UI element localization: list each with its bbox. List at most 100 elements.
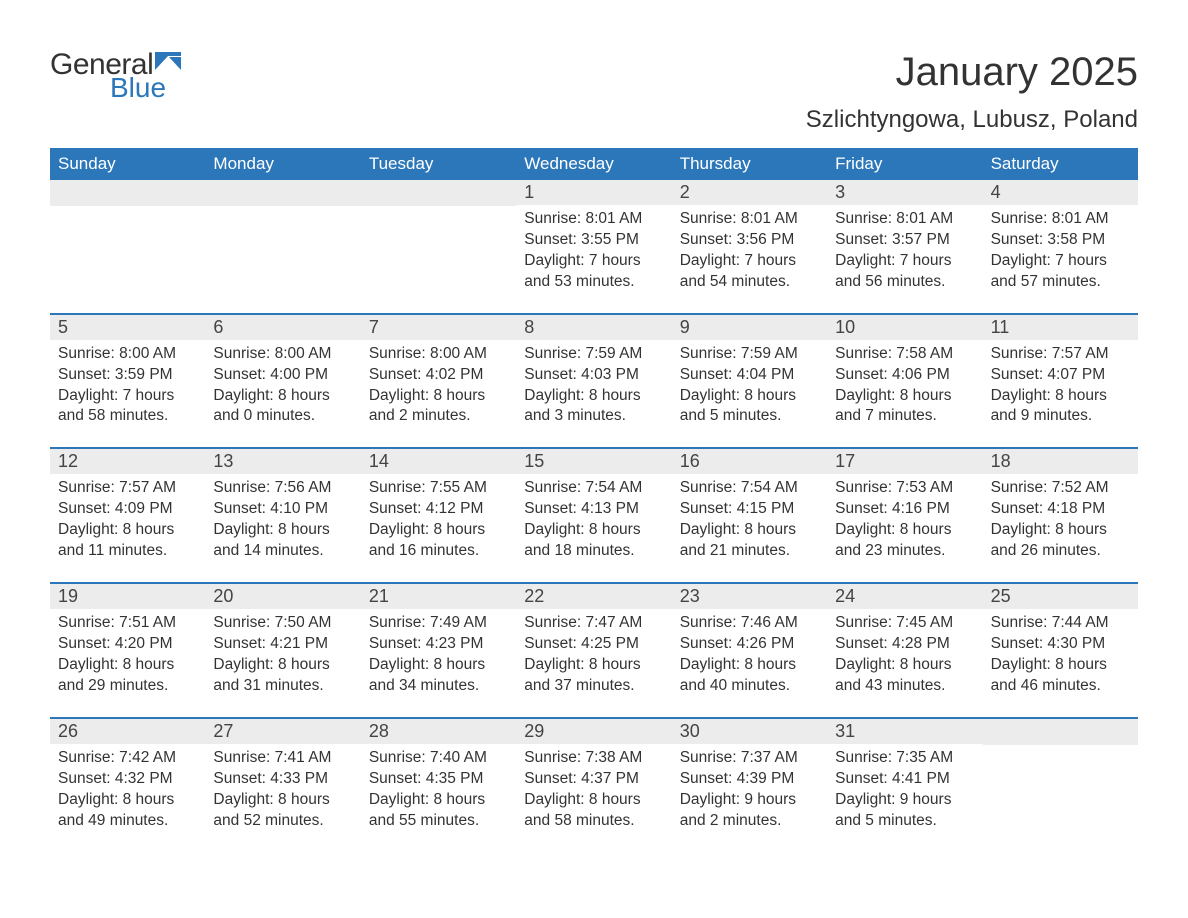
daylight-line2: and 2 minutes. [369, 406, 508, 427]
daylight-line1: Daylight: 8 hours [680, 386, 819, 407]
sunrise-text: Sunrise: 8:01 AM [524, 209, 663, 230]
daylight-line2: and 52 minutes. [213, 811, 352, 832]
sunset-text: Sunset: 3:57 PM [835, 230, 974, 251]
day-number: 13 [205, 449, 360, 474]
sunset-text: Sunset: 4:33 PM [213, 769, 352, 790]
day-details: Sunrise: 7:55 AMSunset: 4:12 PMDaylight:… [361, 474, 516, 582]
logo: General Blue [50, 50, 185, 102]
day-details: Sunrise: 7:35 AMSunset: 4:41 PMDaylight:… [827, 744, 982, 852]
sunrise-text: Sunrise: 8:00 AM [369, 344, 508, 365]
day-details: Sunrise: 8:01 AMSunset: 3:56 PMDaylight:… [672, 205, 827, 313]
daylight-line1: Daylight: 8 hours [991, 386, 1130, 407]
daylight-line1: Daylight: 8 hours [213, 790, 352, 811]
sunrise-text: Sunrise: 7:52 AM [991, 478, 1130, 499]
day-number: 4 [983, 180, 1138, 205]
weekday-header: Wednesday [516, 148, 671, 180]
daylight-line2: and 9 minutes. [991, 406, 1130, 427]
day-details: Sunrise: 7:47 AMSunset: 4:25 PMDaylight:… [516, 609, 671, 717]
day-details: Sunrise: 7:56 AMSunset: 4:10 PMDaylight:… [205, 474, 360, 582]
day-cell: 23Sunrise: 7:46 AMSunset: 4:26 PMDayligh… [672, 584, 827, 717]
daylight-line2: and 7 minutes. [835, 406, 974, 427]
sunset-text: Sunset: 4:06 PM [835, 365, 974, 386]
daylight-line1: Daylight: 8 hours [213, 520, 352, 541]
day-details: Sunrise: 7:59 AMSunset: 4:03 PMDaylight:… [516, 340, 671, 448]
weekday-header: Saturday [983, 148, 1138, 180]
sunset-text: Sunset: 4:23 PM [369, 634, 508, 655]
day-number: 2 [672, 180, 827, 205]
day-number: 1 [516, 180, 671, 205]
sunrise-text: Sunrise: 7:57 AM [991, 344, 1130, 365]
day-number: 23 [672, 584, 827, 609]
day-cell [361, 180, 516, 313]
weekday-header-row: SundayMondayTuesdayWednesdayThursdayFrid… [50, 148, 1138, 180]
day-cell: 18Sunrise: 7:52 AMSunset: 4:18 PMDayligh… [983, 449, 1138, 582]
sunset-text: Sunset: 4:32 PM [58, 769, 197, 790]
daylight-line2: and 23 minutes. [835, 541, 974, 562]
day-number [50, 180, 205, 206]
daylight-line1: Daylight: 7 hours [835, 251, 974, 272]
day-cell: 15Sunrise: 7:54 AMSunset: 4:13 PMDayligh… [516, 449, 671, 582]
day-details: Sunrise: 7:49 AMSunset: 4:23 PMDaylight:… [361, 609, 516, 717]
sunrise-text: Sunrise: 7:37 AM [680, 748, 819, 769]
day-cell: 27 Sunrise: 7:41 AMSunset: 4:33 PMDayligh… [205, 719, 360, 852]
day-number: 20 [205, 584, 360, 609]
day-details: Sunrise: 7:37 AMSunset: 4:39 PMDaylight:… [672, 744, 827, 852]
week-row: 5Sunrise: 8:00 AMSunset: 3:59 PMDaylight… [50, 313, 1138, 448]
daylight-line2: and 29 minutes. [58, 676, 197, 697]
day-cell [50, 180, 205, 313]
daylight-line2: and 18 minutes. [524, 541, 663, 562]
day-number: 6 [205, 315, 360, 340]
day-cell: 17Sunrise: 7:53 AMSunset: 4:16 PMDayligh… [827, 449, 982, 582]
day-details [50, 206, 205, 306]
weekday-header: Sunday [50, 148, 205, 180]
day-cell [205, 180, 360, 313]
sunset-text: Sunset: 4:25 PM [524, 634, 663, 655]
daylight-line1: Daylight: 8 hours [991, 655, 1130, 676]
day-number [983, 719, 1138, 745]
sunrise-text: Sunrise: 7:49 AM [369, 613, 508, 634]
daylight-line1: Daylight: 8 hours [524, 655, 663, 676]
day-number: 21 [361, 584, 516, 609]
day-cell: 4Sunrise: 8:01 AMSunset: 3:58 PMDaylight… [983, 180, 1138, 313]
daylight-line2: and 58 minutes. [524, 811, 663, 832]
day-number: 3 [827, 180, 982, 205]
day-details: Sunrise: 8:00 AMSunset: 4:02 PMDaylight:… [361, 340, 516, 448]
day-details: Sunrise: 7:40 AMSunset: 4:35 PMDaylight:… [361, 744, 516, 852]
day-cell: 20Sunrise: 7:50 AMSunset: 4:21 PMDayligh… [205, 584, 360, 717]
day-number: 29 [516, 719, 671, 744]
day-details: Sunrise: 7:57 AMSunset: 4:09 PMDaylight:… [50, 474, 205, 582]
day-number: 22 [516, 584, 671, 609]
sunrise-text: Sunrise: 7:50 AM [213, 613, 352, 634]
daylight-line1: Daylight: 8 hours [369, 790, 508, 811]
sunrise-text: Sunrise: 8:01 AM [835, 209, 974, 230]
sunrise-text: Sunrise: 7:46 AM [680, 613, 819, 634]
sunrise-text: Sunrise: 7:54 AM [680, 478, 819, 499]
daylight-line2: and 21 minutes. [680, 541, 819, 562]
sunrise-text: Sunrise: 8:00 AM [58, 344, 197, 365]
sunset-text: Sunset: 4:20 PM [58, 634, 197, 655]
sunrise-text: Sunrise: 7:40 AM [369, 748, 508, 769]
daylight-line1: Daylight: 9 hours [835, 790, 974, 811]
daylight-line2: and 49 minutes. [58, 811, 197, 832]
sunset-text: Sunset: 4:30 PM [991, 634, 1130, 655]
daylight-line1: Daylight: 8 hours [524, 386, 663, 407]
logo-text-blue: Blue [110, 74, 185, 102]
daylight-line2: and 5 minutes. [835, 811, 974, 832]
daylight-line1: Daylight: 7 hours [680, 251, 819, 272]
day-number: 24 [827, 584, 982, 609]
sunset-text: Sunset: 3:58 PM [991, 230, 1130, 251]
daylight-line1: Daylight: 8 hours [835, 655, 974, 676]
sunrise-text: Sunrise: 7:54 AM [524, 478, 663, 499]
day-number: 14 [361, 449, 516, 474]
day-number: 27 [205, 719, 360, 744]
day-details: Sunrise: 7:44 AMSunset: 4:30 PMDaylight:… [983, 609, 1138, 717]
sunrise-text: Sunrise: 7:41 AM [213, 748, 352, 769]
day-cell: 16Sunrise: 7:54 AMSunset: 4:15 PMDayligh… [672, 449, 827, 582]
day-details: Sunrise: 7:53 AMSunset: 4:16 PMDaylight:… [827, 474, 982, 582]
daylight-line1: Daylight: 8 hours [835, 520, 974, 541]
daylight-line2: and 14 minutes. [213, 541, 352, 562]
daylight-line1: Daylight: 8 hours [369, 655, 508, 676]
weekday-header: Tuesday [361, 148, 516, 180]
day-details: Sunrise: 8:00 AMSunset: 3:59 PMDaylight:… [50, 340, 205, 448]
sunrise-text: Sunrise: 7:45 AM [835, 613, 974, 634]
